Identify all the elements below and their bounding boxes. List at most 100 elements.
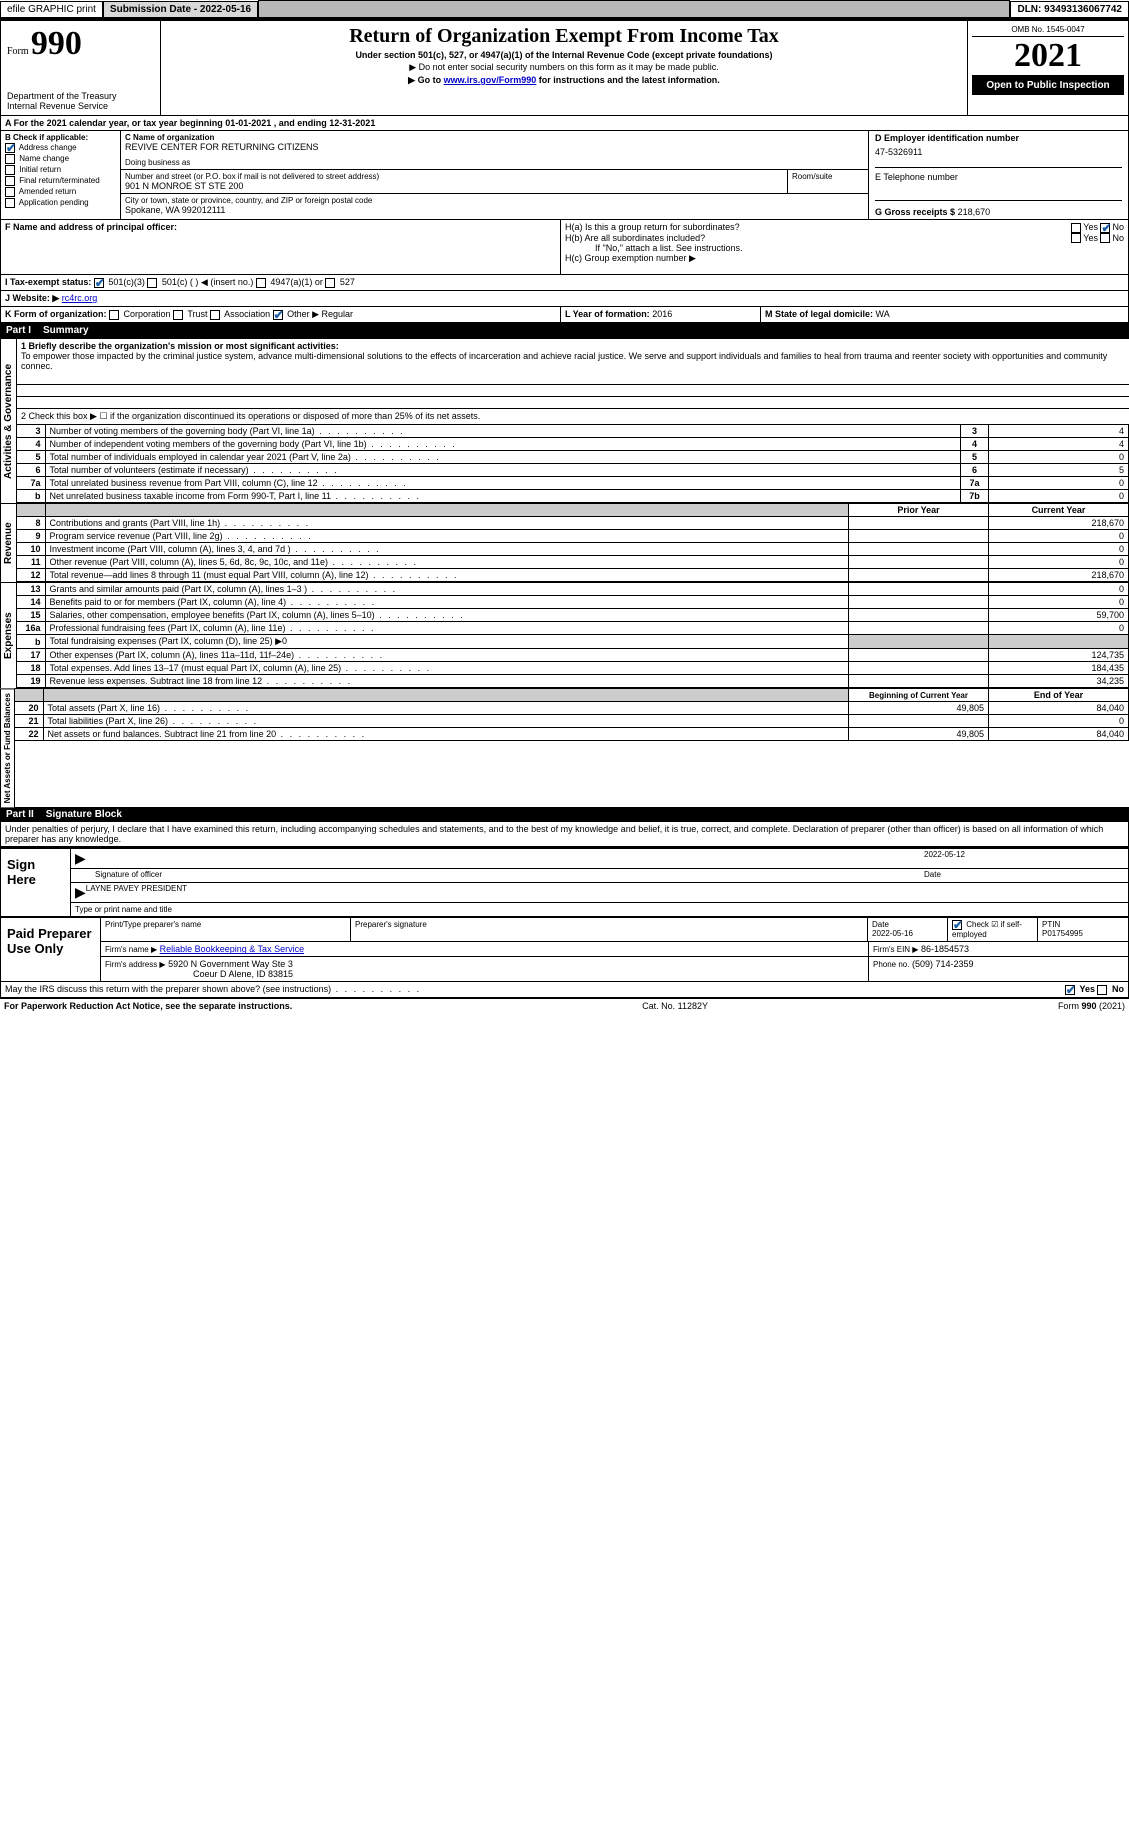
ein-value: 47-5326911 (875, 147, 1122, 157)
begin-year-hdr: Beginning of Current Year (849, 689, 989, 702)
discuss-label: May the IRS discuss this return with the… (5, 984, 1065, 995)
prep-name-label: Print/Type preparer's name (101, 918, 351, 941)
firm-addr2: Coeur D Alene, ID 83815 (105, 969, 293, 979)
year-formation-value: 2016 (652, 309, 672, 319)
yes-txt: Yes (1083, 222, 1098, 232)
prep-phone: (509) 714-2359 (912, 959, 974, 969)
prep-date-lbl: Date (872, 920, 889, 929)
title-box: Return of Organization Exempt From Incom… (161, 21, 968, 115)
instructions-link[interactable]: www.irs.gov/Form990 (444, 75, 537, 85)
jurat-text: Under penalties of perjury, I declare th… (0, 822, 1129, 847)
city-state-zip: Spokane, WA 992012111 (125, 205, 864, 215)
form-subtitle: Under section 501(c), 527, or 4947(a)(1)… (171, 50, 957, 60)
taxexempt-check-2[interactable] (256, 278, 266, 288)
boxb-check-0[interactable] (5, 143, 15, 153)
gov-section: Activities & Governance 1 Briefly descri… (0, 338, 1129, 503)
period-line: A For the 2021 calendar year, or tax yea… (0, 116, 1129, 131)
sign-here-block: Sign Here ▶ 2022-05-12 Signature of offi… (0, 847, 1129, 917)
ssn-note: ▶ Do not enter social security numbers o… (171, 62, 957, 73)
prep-sig-label: Preparer's signature (351, 918, 868, 941)
boxb-check-1[interactable] (5, 154, 15, 164)
sig-officer-label: Signature of officer (95, 870, 924, 881)
net-tab: Net Assets or Fund Balances (0, 688, 15, 807)
website-label: J Website: ▶ (5, 293, 59, 303)
dba-label: Doing business as (125, 158, 864, 167)
current-year-hdr: Current Year (989, 504, 1129, 517)
exp-section: Expenses 13Grants and similar amounts pa… (0, 582, 1129, 688)
line1-label: 1 Briefly describe the organization's mi… (17, 338, 1129, 373)
arrow-icon-2: ▶ (75, 884, 86, 901)
no-txt2: No (1112, 233, 1124, 243)
phone-label: E Telephone number (875, 172, 1122, 182)
firm-addr1: 5920 N Government Way Ste 3 (168, 959, 293, 969)
boxb-check-4[interactable] (5, 187, 15, 197)
mission-text: To empower those impacted by the crimina… (21, 351, 1125, 371)
exp-table: 13Grants and similar amounts paid (Part … (17, 582, 1129, 688)
prior-year-hdr: Prior Year (849, 504, 989, 517)
taxexempt-check-0[interactable] (94, 278, 104, 288)
year-formation-label: L Year of formation: (565, 309, 650, 319)
boxb-check-2[interactable] (5, 165, 15, 175)
discuss-yes-checkbox[interactable] (1065, 985, 1075, 995)
c-name-label: C Name of organization (125, 133, 864, 142)
taxexempt-check-1[interactable] (147, 278, 157, 288)
line2: 2 Check this box ▶ ☐ if the organization… (17, 409, 1129, 424)
tax-exempt-label: I Tax-exempt status: (5, 277, 91, 287)
instructions-note: ▶ Go to www.irs.gov/Form990 for instruct… (171, 75, 957, 86)
form-of-org-label: K Form of organization: (5, 309, 107, 319)
submission-date-btn[interactable]: Submission Date - 2022-05-16 (103, 1, 258, 18)
state-domicile-label: M State of legal domicile: (765, 309, 873, 319)
h-a-label: H(a) Is this a group return for subordin… (565, 222, 1071, 233)
boxb-check-5[interactable] (5, 198, 15, 208)
firm-addr-lbl: Firm's address ▶ (105, 960, 166, 969)
taxexempt-check-3[interactable] (325, 278, 335, 288)
boxb-check-3[interactable] (5, 176, 15, 186)
city-label: City or town, state or province, country… (125, 196, 864, 205)
formorg-check-0[interactable] (109, 310, 119, 320)
sig-date: 2022-05-12 (924, 850, 1124, 867)
h-b-label: H(b) Are all subordinates included? (565, 233, 1071, 244)
h-b-note: If "No," attach a list. See instructions… (565, 243, 1124, 253)
note2-pre: ▶ Go to (408, 75, 443, 85)
h-b-no-checkbox[interactable] (1100, 233, 1110, 243)
dln-label: DLN: 93493136067742 (1010, 1, 1129, 18)
sign-here-label: Sign Here (1, 849, 71, 916)
k-l-m-row: K Form of organization: Corporation Trus… (0, 307, 1129, 323)
formorg-check-2[interactable] (210, 310, 220, 320)
firm-name-link[interactable]: Reliable Bookkeeping & Tax Service (160, 944, 304, 954)
box-c: C Name of organization REVIVE CENTER FOR… (121, 131, 868, 219)
ptin-val: P01754995 (1042, 929, 1083, 938)
gov-table: 3Number of voting members of the governi… (17, 424, 1129, 503)
date-label: Date (924, 870, 1124, 881)
rev-section: Revenue Prior YearCurrent Year 8Contribu… (0, 503, 1129, 582)
paid-preparer-block: Paid Preparer Use Only Print/Type prepar… (0, 917, 1129, 982)
i-row: I Tax-exempt status: 501(c)(3) 501(c) ( … (0, 275, 1129, 291)
gross-receipts-label: G Gross receipts $ (875, 207, 955, 217)
entity-info-block: B Check if applicable: Address change Na… (0, 131, 1129, 220)
street-address: 901 N MONROE ST STE 200 (125, 181, 783, 191)
gov-tab: Activities & Governance (0, 338, 17, 503)
formorg-check-1[interactable] (173, 310, 183, 320)
formorg-check-3[interactable] (273, 310, 283, 320)
f-h-block: F Name and address of principal officer:… (0, 220, 1129, 275)
h-a-no-checkbox[interactable] (1100, 223, 1110, 233)
self-employed-check[interactable]: Check ☑ if self-employed (948, 918, 1038, 941)
website-link[interactable]: rc4rc.org (62, 293, 98, 303)
h-b-yes-checkbox[interactable] (1071, 233, 1081, 243)
discuss-no-checkbox[interactable] (1097, 985, 1107, 995)
part2-header: Part II Signature Block (0, 807, 1129, 822)
end-year-hdr: End of Year (989, 689, 1129, 702)
room-label: Room/suite (792, 172, 864, 181)
prep-date: 2022-05-16 (872, 929, 913, 938)
form-title: Return of Organization Exempt From Incom… (171, 25, 957, 48)
box-b-label: B Check if applicable: (5, 133, 116, 142)
rev-table: Prior YearCurrent Year 8Contributions an… (17, 503, 1129, 582)
net-section: Net Assets or Fund Balances Beginning of… (0, 688, 1129, 807)
h-a-yes-checkbox[interactable] (1071, 223, 1081, 233)
street-label: Number and street (or P.O. box if mail i… (125, 172, 783, 181)
form-page-label: Form 990 (2021) (1058, 1001, 1125, 1011)
part2-title: Signature Block (46, 809, 122, 820)
firm-name-lbl: Firm's name ▶ (105, 945, 157, 954)
form-number: 990 (31, 25, 82, 62)
dept-treasury: Department of the Treasury (7, 91, 154, 101)
